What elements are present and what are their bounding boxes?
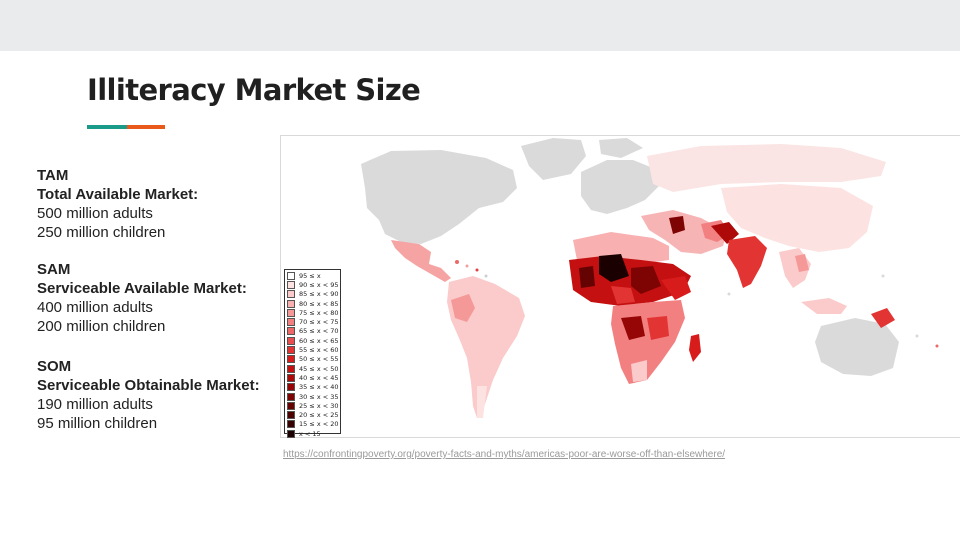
- map-legend: 95 ≤ x 90 ≤ x < 95 85 ≤ x < 90 80 ≤ x < …: [284, 269, 341, 438]
- legend-label: x < 15: [299, 429, 321, 438]
- legend-label: 75 ≤ x < 80: [299, 308, 339, 317]
- legend-swatch: [287, 290, 295, 299]
- legend-label: 85 ≤ x < 90: [299, 290, 339, 299]
- market-children: 95 million children: [37, 415, 158, 432]
- market-abbr: SAM: [37, 261, 71, 278]
- market-name: Serviceable Available Market:: [37, 280, 247, 297]
- legend-label: 60 ≤ x < 65: [299, 336, 339, 345]
- legend-swatch: [287, 429, 295, 438]
- legend-swatch: [287, 271, 295, 280]
- legend-item: x < 15: [287, 429, 338, 438]
- world-map-svg: [361, 138, 939, 418]
- legend-swatch: [287, 373, 295, 382]
- market-name: Serviceable Obtainable Market:: [37, 377, 260, 394]
- legend-item: 90 ≤ x < 95: [287, 280, 339, 289]
- legend-item: 85 ≤ x < 90: [287, 290, 339, 299]
- legend-swatch: [287, 346, 295, 355]
- legend-item: 25 ≤ x < 30: [287, 401, 339, 410]
- legend-swatch: [287, 308, 295, 317]
- market-children: 250 million children: [37, 224, 166, 241]
- legend-label: 50 ≤ x < 55: [299, 355, 339, 364]
- region-europe: [581, 160, 659, 214]
- region-png: [871, 308, 895, 328]
- market-adults: 500 million adults: [37, 205, 153, 222]
- legend-swatch: [287, 327, 295, 336]
- region-india: [727, 236, 767, 288]
- legend-label: 40 ≤ x < 45: [299, 373, 339, 382]
- region-indonesia: [801, 298, 847, 314]
- legend-swatch: [287, 383, 295, 392]
- region-mexico-central-america: [391, 240, 451, 282]
- legend-label: 45 ≤ x < 50: [299, 364, 339, 373]
- accent-bar-teal: [87, 125, 127, 129]
- legend-label: 30 ≤ x < 35: [299, 392, 339, 401]
- legend-label: 80 ≤ x < 85: [299, 299, 339, 308]
- legend-item: 55 ≤ x < 60: [287, 345, 339, 355]
- legend-item: 75 ≤ x < 80: [287, 308, 339, 317]
- slide-title: Illiteracy Market Size: [87, 73, 421, 107]
- region-east-asia: [721, 184, 873, 252]
- legend-label: 90 ≤ x < 95: [299, 280, 339, 289]
- legend-label: 70 ≤ x < 75: [299, 318, 339, 327]
- region-madagascar: [689, 334, 701, 362]
- market-abbr: TAM: [37, 167, 69, 184]
- market-abbr: SOM: [37, 358, 72, 375]
- region-russia: [647, 144, 886, 192]
- region-north-america: [361, 150, 517, 244]
- market-adults: 400 million adults: [37, 299, 153, 316]
- legend-item: 20 ≤ x < 25: [287, 410, 339, 420]
- legend-swatch: [287, 411, 295, 420]
- source-link[interactable]: https://confrontingpoverty.org/poverty-f…: [283, 449, 726, 460]
- legend-label: 55 ≤ x < 60: [299, 346, 339, 355]
- legend-swatch: [287, 355, 295, 364]
- legend-item: 65 ≤ x < 70: [287, 327, 339, 336]
- legend-item: 40 ≤ x < 45: [287, 373, 339, 382]
- legend-item: 50 ≤ x < 55: [287, 355, 339, 364]
- top-band: [0, 0, 960, 51]
- region-greenland: [521, 138, 586, 180]
- legend-swatch: [287, 299, 295, 308]
- region-south-america: [447, 276, 525, 418]
- legend-swatch: [287, 420, 295, 429]
- legend-swatch: [287, 392, 295, 401]
- market-children: 200 million children: [37, 318, 166, 335]
- legend-swatch: [287, 364, 295, 373]
- legend-label: 95 ≤ x: [299, 271, 321, 280]
- market-name: Total Available Market:: [37, 186, 199, 203]
- market-sam: SAM Serviceable Available Market: 400 mi…: [37, 260, 247, 336]
- legend-label: 35 ≤ x < 40: [299, 383, 339, 392]
- legend-item: 35 ≤ x < 40: [287, 383, 339, 392]
- market-som: SOM Serviceable Obtainable Market: 190 m…: [37, 357, 260, 433]
- legend-item: 80 ≤ x < 85: [287, 299, 339, 308]
- legend-item: 30 ≤ x < 35: [287, 392, 339, 401]
- legend-swatch: [287, 318, 295, 327]
- legend-label: 20 ≤ x < 25: [299, 411, 339, 420]
- region-middle-east: [641, 210, 727, 254]
- legend-swatch: [287, 280, 295, 289]
- legend-item: 15 ≤ x < 20: [287, 420, 339, 429]
- region-australia: [815, 318, 899, 376]
- legend-item: 95 ≤ x: [287, 271, 338, 280]
- legend-swatch: [287, 401, 295, 410]
- legend-item: 60 ≤ x < 65: [287, 336, 339, 345]
- legend-label: 65 ≤ x < 70: [299, 327, 339, 336]
- market-tam: TAM Total Available Market: 500 million …: [37, 166, 198, 242]
- market-adults: 190 million adults: [37, 396, 153, 413]
- legend-item: 45 ≤ x < 50: [287, 364, 339, 373]
- legend-item: 70 ≤ x < 75: [287, 317, 339, 327]
- legend-swatch: [287, 336, 295, 345]
- region-central-africa: [611, 300, 685, 384]
- legend-label: 25 ≤ x < 30: [299, 401, 339, 410]
- accent-bar-orange: [127, 125, 165, 129]
- world-literacy-map: 95 ≤ x 90 ≤ x < 95 85 ≤ x < 90 80 ≤ x < …: [280, 135, 960, 438]
- legend-label: 15 ≤ x < 20: [299, 420, 339, 429]
